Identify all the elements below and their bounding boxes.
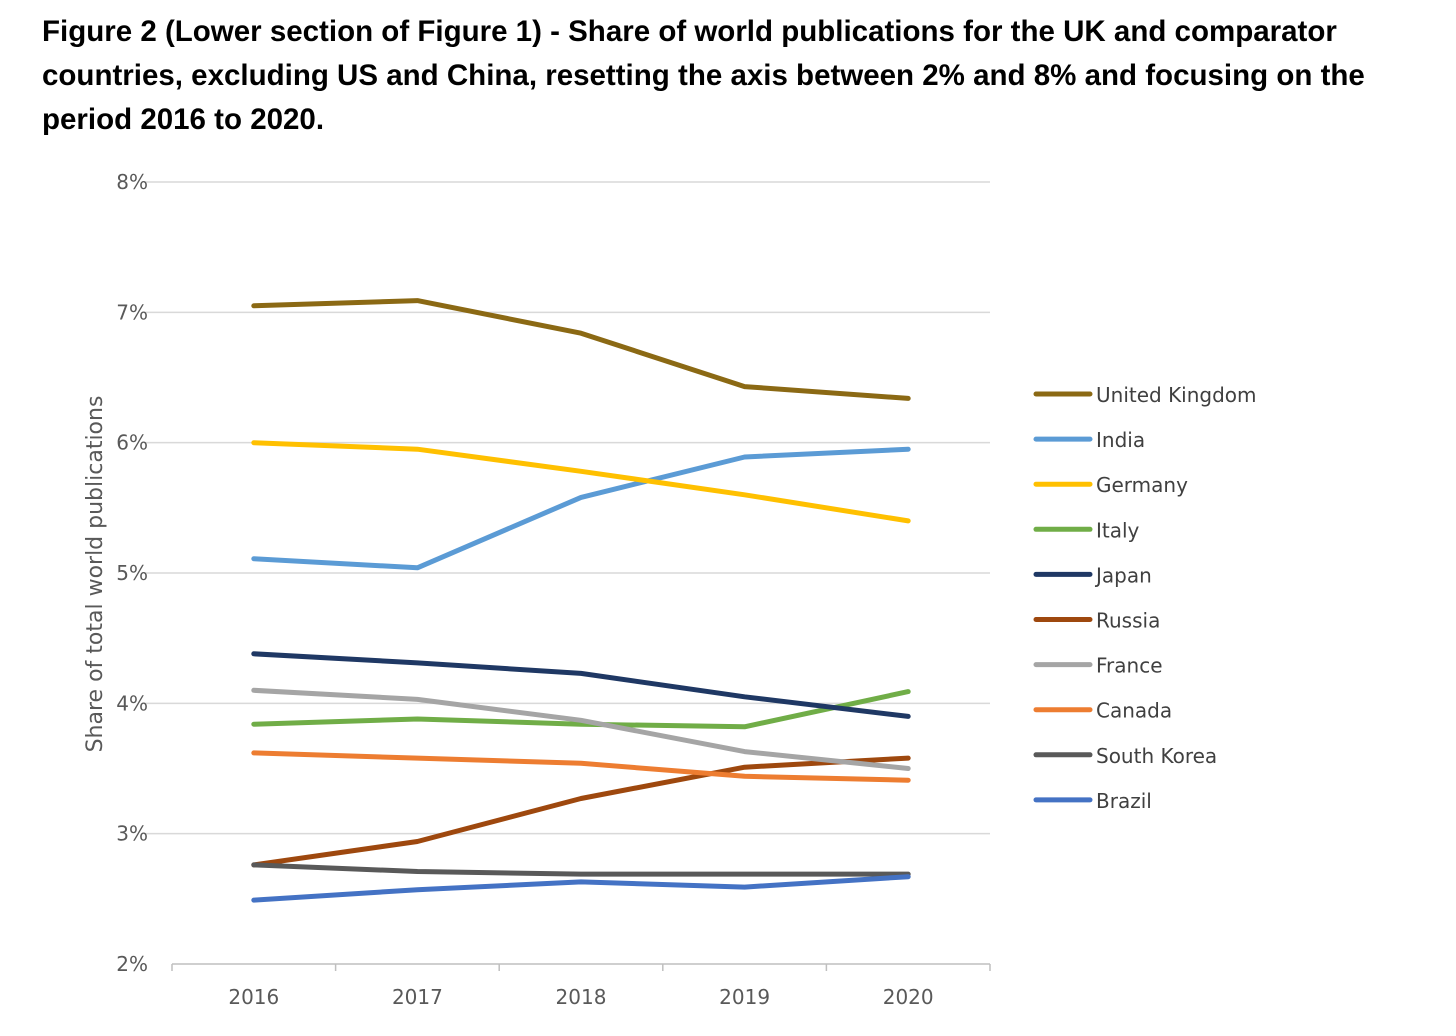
legend-label-france: France xyxy=(1096,654,1163,678)
series-line-india xyxy=(251,446,911,571)
series-line-france xyxy=(251,687,911,771)
series-line-japan xyxy=(251,651,911,719)
series-line-canada xyxy=(251,750,911,783)
x-tick-label: 2017 xyxy=(392,985,443,1009)
y-axis-tick-labels: 2% 3% 4% 5% 6% 7% 8% xyxy=(116,170,148,976)
x-tick-label: 2016 xyxy=(228,985,279,1009)
y-tick-label: 5% xyxy=(116,561,148,585)
y-tick-label: 6% xyxy=(116,431,148,455)
series-line-united-kingdom xyxy=(251,298,911,401)
gridlines xyxy=(144,181,990,835)
legend-label-canada: Canada xyxy=(1096,699,1172,723)
y-tick-label: 7% xyxy=(116,300,148,324)
legend-label-india: India xyxy=(1096,428,1145,452)
y-axis-title: Share of total world publications xyxy=(83,396,108,753)
series-line-germany xyxy=(251,440,911,524)
y-tick-label: 8% xyxy=(116,170,148,194)
legend: United Kingdom India Germany Italy Japan Russ… xyxy=(1033,383,1257,813)
legend-label-italy: Italy xyxy=(1096,518,1140,542)
legend-label-japan: Japan xyxy=(1094,563,1152,587)
y-tick-label: 2% xyxy=(116,952,148,976)
series-line-russia xyxy=(251,755,911,868)
series-line-south-korea xyxy=(251,862,911,877)
x-tick-label: 2020 xyxy=(883,985,934,1009)
legend-label-germany: Germany xyxy=(1096,473,1188,497)
y-tick-label: 4% xyxy=(116,691,148,715)
series-line-italy xyxy=(251,689,911,730)
chart-title: Figure 2 (Lower section of Figure 1) - S… xyxy=(42,15,1365,136)
x-tick-label: 2019 xyxy=(719,985,770,1009)
legend-label-united-kingdom: United Kingdom xyxy=(1096,383,1257,407)
x-tick-label: 2018 xyxy=(556,985,607,1009)
legend-label-brazil: Brazil xyxy=(1096,789,1152,813)
legend-label-south-korea: South Korea xyxy=(1096,744,1217,768)
series-lines xyxy=(251,298,911,903)
series-line-brazil xyxy=(251,874,911,903)
y-tick-label: 3% xyxy=(116,822,148,846)
legend-label-russia: Russia xyxy=(1096,609,1160,633)
x-axis: 2016 2017 2018 2019 2020 xyxy=(171,963,991,1009)
